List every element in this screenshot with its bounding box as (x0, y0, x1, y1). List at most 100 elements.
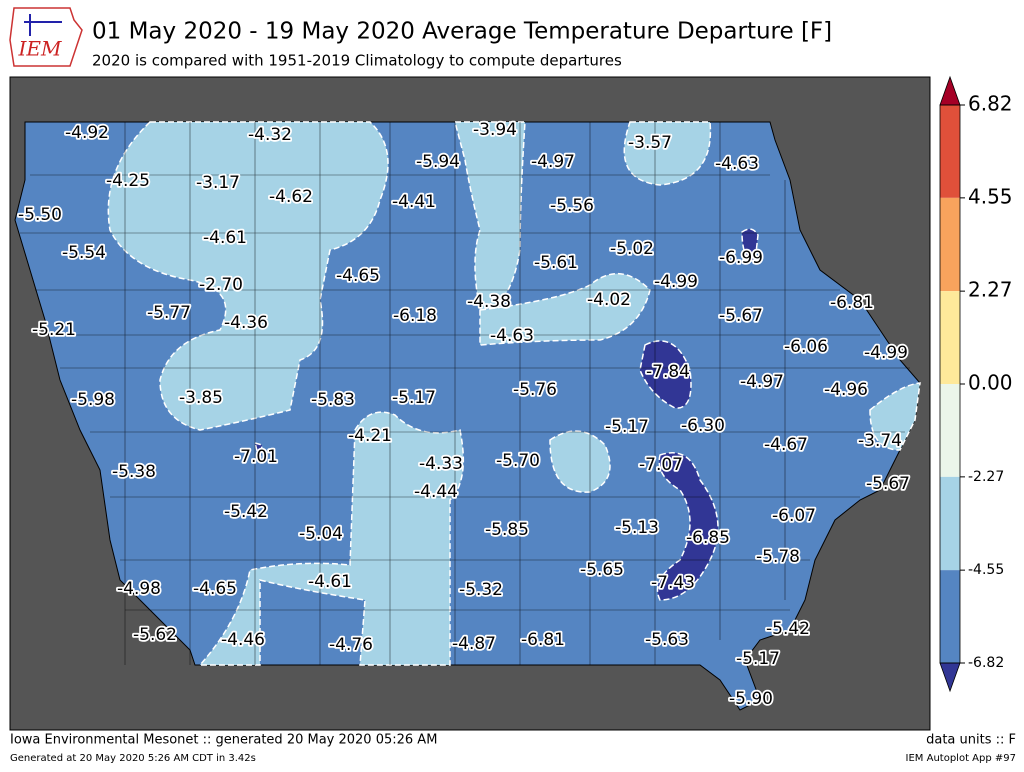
station-value: -4.02 (587, 290, 631, 310)
station-value: -5.67 (866, 474, 910, 494)
station-value: -4.76 (329, 635, 373, 655)
station-value: -4.32 (248, 125, 292, 145)
station-value: -5.76 (513, 380, 557, 400)
station-value: -5.21 (32, 320, 76, 340)
footer-app: IEM Autoplot App #97 (906, 753, 1016, 764)
station-value: -4.41 (392, 192, 436, 212)
station-value: -3.74 (858, 431, 902, 451)
station-labels: -4.92 -4.32 -3.94 -5.94 -4.97 -3.57 -4.63 -4.25… (16, 118, 912, 711)
colorbar-under (939, 662, 961, 693)
station-value: -4.97 (740, 372, 784, 392)
county-lines (20, 122, 910, 665)
station-value: -4.25 (106, 171, 150, 191)
station-value: -6.81 (521, 630, 565, 650)
station-value: -5.77 (147, 303, 191, 323)
station-value: -6.99 (719, 248, 763, 268)
station-value: -5.17 (605, 417, 649, 437)
subtitle: 2020 is compared with 1951-2019 Climatol… (92, 52, 622, 70)
colorbar-segment (940, 105, 960, 198)
station-value: -7.07 (639, 455, 683, 475)
station-value: -3.57 (628, 133, 672, 153)
station-value: -4.97 (531, 152, 575, 172)
station-value: -4.65 (336, 266, 380, 286)
station-value: -4.44 (414, 482, 458, 502)
station-value: -4.99 (654, 272, 698, 292)
station-value: -5.61 (534, 253, 578, 273)
station-value: -5.90 (729, 689, 773, 709)
station-value: -4.63 (715, 154, 759, 174)
colorbar-segment (940, 476, 960, 571)
station-value: -5.54 (62, 243, 106, 263)
station-value: -5.42 (766, 619, 810, 639)
colorbar-over (939, 75, 961, 106)
station-value: -4.67 (764, 435, 808, 455)
station-value: -5.70 (496, 451, 540, 471)
station-value: -6.07 (772, 506, 816, 526)
footer-note: Generated at 20 May 2020 5:26 AM CDT in … (10, 753, 256, 764)
colorbar-segment (940, 570, 960, 663)
station-value: -5.56 (550, 196, 594, 216)
station-value: -4.61 (308, 572, 352, 592)
station-value: -6.30 (681, 416, 725, 436)
station-value: -7.84 (646, 362, 690, 382)
footer-left: Iowa Environmental Mesonet :: generated … (10, 733, 437, 748)
station-value: -4.96 (824, 380, 868, 400)
station-value: -5.85 (485, 520, 529, 540)
station-value: -3.85 (179, 388, 223, 408)
station-value: -6.81 (830, 293, 874, 313)
colorbar-tick-label: -6.82 (968, 655, 1004, 671)
colorbar-tick-label: 2.27 (968, 278, 1013, 302)
station-value: -4.21 (348, 426, 392, 446)
station-value: -4.33 (419, 454, 463, 474)
station-value: -5.94 (416, 152, 460, 172)
colorbar-tick-label: 4.55 (968, 184, 1013, 208)
colorbar-tick-label: 0.00 (968, 371, 1013, 395)
station-value: -5.04 (299, 524, 343, 544)
station-value: -4.87 (452, 634, 496, 654)
station-value: -5.65 (580, 560, 624, 580)
state-map (14, 121, 921, 711)
logo-text: IEM (18, 37, 63, 61)
station-value: -5.02 (610, 239, 654, 259)
station-value: -5.98 (71, 390, 115, 410)
station-value: -2.70 (199, 275, 243, 295)
station-value: -4.62 (269, 187, 313, 207)
light-regions (107, 121, 921, 666)
station-value: -5.17 (392, 388, 436, 408)
station-value: -5.67 (719, 306, 763, 326)
station-value: -4.92 (65, 123, 109, 143)
station-value: -7.01 (234, 447, 278, 467)
station-value: -4.65 (193, 579, 237, 599)
station-value: -4.63 (490, 326, 534, 346)
station-value: -5.17 (736, 649, 780, 669)
station-value: -5.42 (224, 502, 268, 522)
colorbar: 6.82 4.55 2.27 0.00 -2.27 -4.55 -6.82 (939, 75, 1013, 693)
station-value: -5.78 (756, 547, 800, 567)
station-value: -3.94 (473, 120, 517, 140)
station-value: -4.36 (224, 313, 268, 333)
station-value: -7.43 (651, 573, 695, 593)
colorbar-segment (940, 197, 960, 292)
station-value: -4.98 (117, 579, 161, 599)
station-value: -4.46 (221, 630, 265, 650)
colorbar-tick-label: 6.82 (968, 92, 1013, 116)
station-value: -5.13 (615, 518, 659, 538)
station-value: -5.32 (459, 580, 503, 600)
logo: IEM (9, 7, 83, 67)
station-value: -6.06 (784, 337, 828, 357)
colorbar-segment (940, 384, 960, 477)
station-value: -5.50 (18, 205, 62, 225)
station-value: -5.83 (311, 390, 355, 410)
station-value: -4.38 (467, 292, 511, 312)
footer-right: data units :: F (926, 733, 1016, 748)
colorbar-segment (940, 291, 960, 384)
station-value: -5.38 (112, 462, 156, 482)
title: 01 May 2020 - 19 May 2020 Average Temper… (92, 19, 832, 45)
station-value: -4.61 (203, 228, 247, 248)
colorbar-tick-label: -4.55 (968, 562, 1004, 578)
dark-regions (253, 228, 759, 601)
station-value: -5.62 (133, 625, 177, 645)
colorbar-tick-label: -2.27 (968, 469, 1004, 485)
station-value: -5.63 (645, 630, 689, 650)
